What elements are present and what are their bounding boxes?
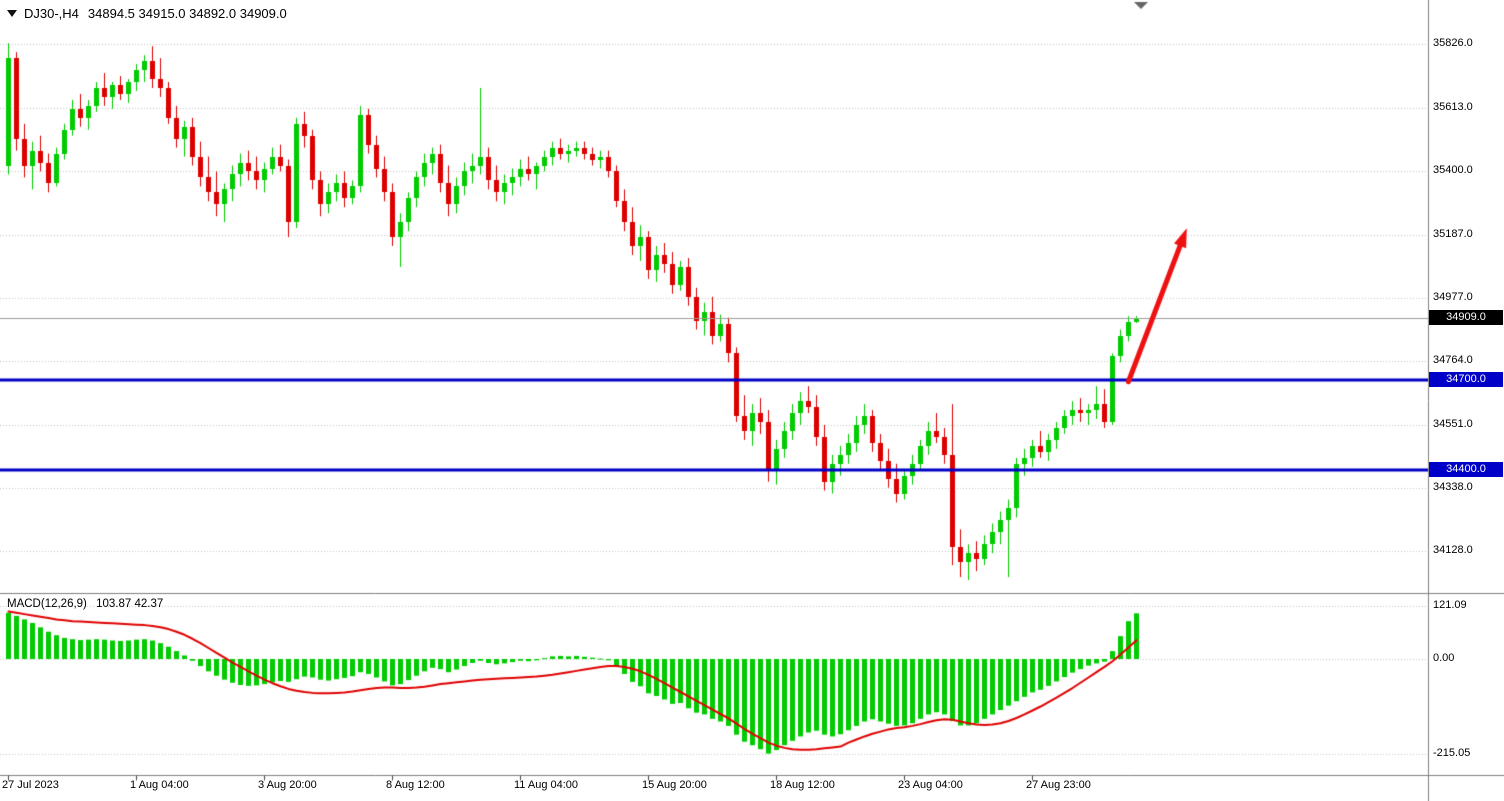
time-axis-label: 15 Aug 20:00: [642, 779, 707, 791]
time-axis-label: 8 Aug 12:00: [386, 779, 445, 791]
price-tick-label: 34551.0: [1433, 417, 1473, 430]
macd-tick-label: 0.00: [1433, 652, 1455, 664]
macd-values: 103.87 42.37: [96, 598, 164, 610]
time-axis-label: 3 Aug 20:00: [258, 779, 317, 791]
level-price-tag: 34400.0: [1429, 461, 1503, 477]
time-axis-label: 11 Aug 04:00: [514, 779, 579, 791]
symbol-info-bar: DJ30-,H4 34894.5 34915.0 34892.0 34909.0: [7, 6, 287, 21]
price-tick-label: 34128.0: [1433, 543, 1473, 556]
ohlc-values: 34894.5 34915.0 34892.0 34909.0: [87, 6, 287, 21]
price-tick-label: 35613.0: [1433, 100, 1473, 113]
current-price-tag: 34909.0: [1429, 309, 1503, 325]
macd-label: MACD(12,26,9) 103.87 42.37: [7, 598, 163, 610]
price-tick-label: 35826.0: [1433, 37, 1473, 50]
symbol-dropdown-icon[interactable]: [7, 10, 17, 17]
time-axis-label: 27 Jul 2023: [2, 779, 59, 791]
price-tick-label: 34977.0: [1433, 290, 1473, 303]
price-tick-label: 34338.0: [1433, 481, 1473, 494]
time-axis-label: 27 Aug 23:00: [1026, 779, 1091, 791]
price-tick-label: 35400.0: [1433, 164, 1473, 177]
symbol-timeframe-label: DJ30-,H4: [24, 6, 79, 21]
level-price-tag: 34700.0: [1429, 372, 1503, 388]
macd-tick-label: -215.05: [1433, 746, 1471, 759]
price-tick-label: 34764.0: [1433, 354, 1473, 367]
time-axis-label: 1 Aug 04:00: [130, 779, 189, 791]
time-axis-label: 18 Aug 12:00: [770, 779, 835, 791]
macd-tick-label: 121.09: [1433, 598, 1467, 611]
time-axis-label: 23 Aug 04:00: [898, 779, 963, 791]
price-tick-label: 35187.0: [1433, 228, 1473, 240]
macd-indicator-name: MACD(12,26,9): [7, 598, 87, 610]
